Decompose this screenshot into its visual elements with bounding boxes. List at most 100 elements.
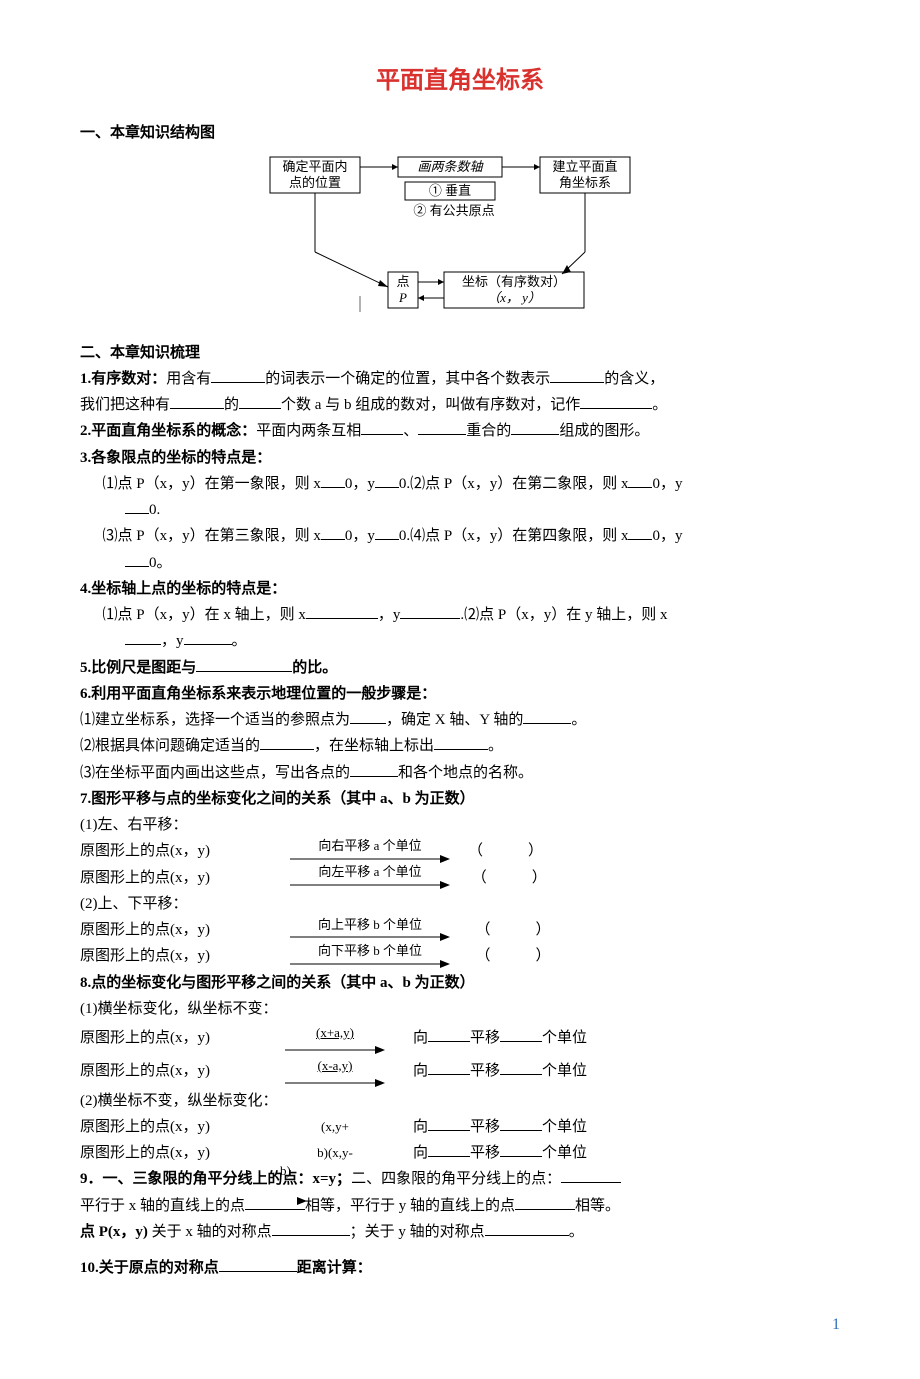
t: 向平移个单位 [390, 1058, 587, 1084]
blank [321, 524, 345, 540]
blank [245, 1194, 305, 1210]
t: 0，y [652, 528, 682, 544]
item-7-row4: 原图形上的点(x，y) 向下平移 b 个单位 （ ） [80, 943, 840, 969]
item-4-1: ⑴点 P（x，y）在 x 轴上，则 x，y.⑵点 P（x，y）在 y 轴上，则 … [80, 602, 840, 628]
t: 关于 x 轴的对称点 [148, 1224, 272, 1240]
blank [375, 524, 399, 540]
item-3-2b: 0。 [80, 550, 840, 576]
blank [561, 1167, 621, 1183]
t: (x+a,y) [316, 1025, 354, 1040]
t: ⑴建立坐标系，选择一个适当的参照点为 [80, 712, 350, 728]
svg-text:点的位置: 点的位置 [289, 175, 341, 190]
t: 原图形上的点(x，y) [80, 838, 280, 864]
item-6-2: ⑵根据具体问题确定适当的，在坐标轴上标出。 [80, 733, 840, 759]
t: 组成的图形。 [559, 423, 649, 439]
t: 和各个地点的名称。 [398, 765, 533, 781]
item-3-head: 3.各象限点的坐标的特点是： [80, 445, 840, 471]
item-10: 10.关于原点的对称点距离计算： [80, 1255, 840, 1281]
t: （ ） [460, 865, 547, 891]
blank [418, 419, 466, 435]
item-3-1: ⑴点 P（x，y）在第一象限，则 x0，y0.⑵点 P（x，y）在第二象限，则 … [80, 471, 840, 497]
t: ⑶在坐标平面内画出这些点，写出各点的 [80, 765, 350, 781]
t: 0.⑷点 P（x，y）在第四象限，则 x [399, 528, 629, 544]
page-number: 1 [80, 1311, 840, 1339]
t: 平面内两条互相 [256, 423, 361, 439]
blank [580, 393, 652, 409]
t: 、 [403, 423, 418, 439]
t: 原图形上的点(x，y) [80, 865, 280, 891]
item-9-cont: 平行于 x 轴的直线上的点相等，平行于 y 轴的直线上的点相等。 [80, 1193, 840, 1219]
arrow-xma: (x-a,y) [280, 1055, 390, 1088]
t: 原图形上的点(x，y) [80, 1140, 280, 1166]
t: ，y [161, 633, 184, 649]
item-2: 2.平面直角坐标系的概念：平面内两条互相、重合的组成的图形。 [80, 418, 840, 444]
svg-text:① 垂直: ① 垂直 [429, 183, 471, 198]
blank [350, 761, 398, 777]
t: 相等。 [575, 1198, 620, 1214]
svg-text:角坐标系: 角坐标系 [559, 175, 611, 190]
t: ，确定 X 轴、Y 轴的 [386, 712, 523, 728]
item-1-cont: 我们把这种有的个数 a 与 b 组成的数对，叫做有序数对，记作。 [80, 392, 840, 418]
section1-heading: 一、本章知识结构图 [80, 120, 840, 146]
blank [211, 367, 265, 383]
blank [628, 472, 652, 488]
blank [196, 656, 292, 672]
t: （ ） [460, 838, 543, 864]
t: 原图形上的点(x，y) [80, 943, 280, 969]
t: 向右平移 a 个单位 [280, 839, 460, 853]
blank [485, 1220, 569, 1236]
item-8-head: 8.点的坐标变化与图形平移之间的关系（其中 a、b 为正数） [80, 970, 840, 996]
item-8-h1: (1)横坐标变化，纵坐标不变： [80, 996, 840, 1022]
svg-text:P: P [398, 290, 407, 305]
t: 相等，平行于 y 轴的直线上的点 [305, 1198, 515, 1214]
t: 向左平移 a 个单位 [280, 865, 460, 879]
item-7-lr: (1)左、右平移： [80, 812, 840, 838]
arrow-up-b: 向上平移 b 个单位 [280, 918, 460, 942]
t: 用含有 [166, 371, 211, 387]
t: 二、四象限的角平分线上的点： [351, 1171, 561, 1187]
item-8-row1: 原图形上的点(x，y) (x+a,y) 向平移个单位 [80, 1022, 840, 1055]
item-7-row3: 原图形上的点(x，y) 向上平移 b 个单位 （ ） [80, 917, 840, 943]
t: 原图形上的点(x，y) [80, 1025, 280, 1051]
t: ⑵根据具体问题确定适当的 [80, 738, 260, 754]
t: 0。 [149, 555, 172, 571]
t: 向平移个单位 [390, 1140, 587, 1166]
arrow-left-a: 向左平移 a 个单位 [280, 865, 460, 889]
t: 原图形上的点(x，y) [80, 1058, 280, 1084]
t: 。 [488, 738, 503, 754]
item-8-row2: 原图形上的点(x，y) (x-a,y) 向平移个单位 [80, 1055, 840, 1088]
t: 点 P(x，y) [80, 1224, 148, 1240]
blank [511, 419, 559, 435]
t: 原图形上的点(x，y) [80, 917, 280, 943]
t: 0，y [345, 476, 375, 492]
t: 0.⑵点 P（x，y）在第二象限，则 x [399, 476, 629, 492]
structure-diagram: 确定平面内 点的位置 画两条数轴 建立平面直 角坐标系 ① 垂直 ② 有公共原点… [80, 152, 840, 331]
t: 向平移个单位 [390, 1114, 587, 1140]
svg-text:点: 点 [396, 274, 409, 289]
item-2-label: 2.平面直角坐标系的概念： [80, 423, 256, 439]
item-6-1: ⑴建立坐标系，选择一个适当的参照点为，确定 X 轴、Y 轴的。 [80, 707, 840, 733]
item-5: 5.比例尺是图距与的比。 [80, 655, 840, 681]
item-3-1b: 0. [80, 497, 840, 523]
arrow-down-b: 向下平移 b 个单位 [280, 944, 460, 968]
t: 9．一、三象限的角平分线上的点：x=y； [80, 1171, 351, 1187]
blank [515, 1194, 575, 1210]
blank [260, 734, 314, 750]
item-1: 1.有序数对：用含有的词表示一个确定的位置，其中各个数表示的含义， [80, 366, 840, 392]
t: 向平移个单位 [390, 1025, 587, 1051]
svg-text:建立平面直: 建立平面直 [552, 159, 617, 174]
blank [628, 524, 652, 540]
item-8-row4: 原图形上的点(x，y) b)(x,y- 向平移个单位 [80, 1140, 840, 1166]
item-7-ud: (2)上、下平移： [80, 891, 840, 917]
svg-text:坐标（有序数对）: 坐标（有序数对） [462, 274, 566, 289]
t: 0. [149, 502, 160, 518]
svg-text:确定平面内: 确定平面内 [282, 159, 347, 174]
blank [306, 603, 378, 619]
blank [219, 1256, 297, 1272]
arrow-ymb: b)(x,y- [280, 1146, 390, 1160]
item-5-label: 5.比例尺是图距与 [80, 660, 196, 676]
t: (x-a,y) [317, 1058, 352, 1073]
blank [125, 498, 149, 514]
blank [361, 419, 403, 435]
blank [184, 629, 232, 645]
